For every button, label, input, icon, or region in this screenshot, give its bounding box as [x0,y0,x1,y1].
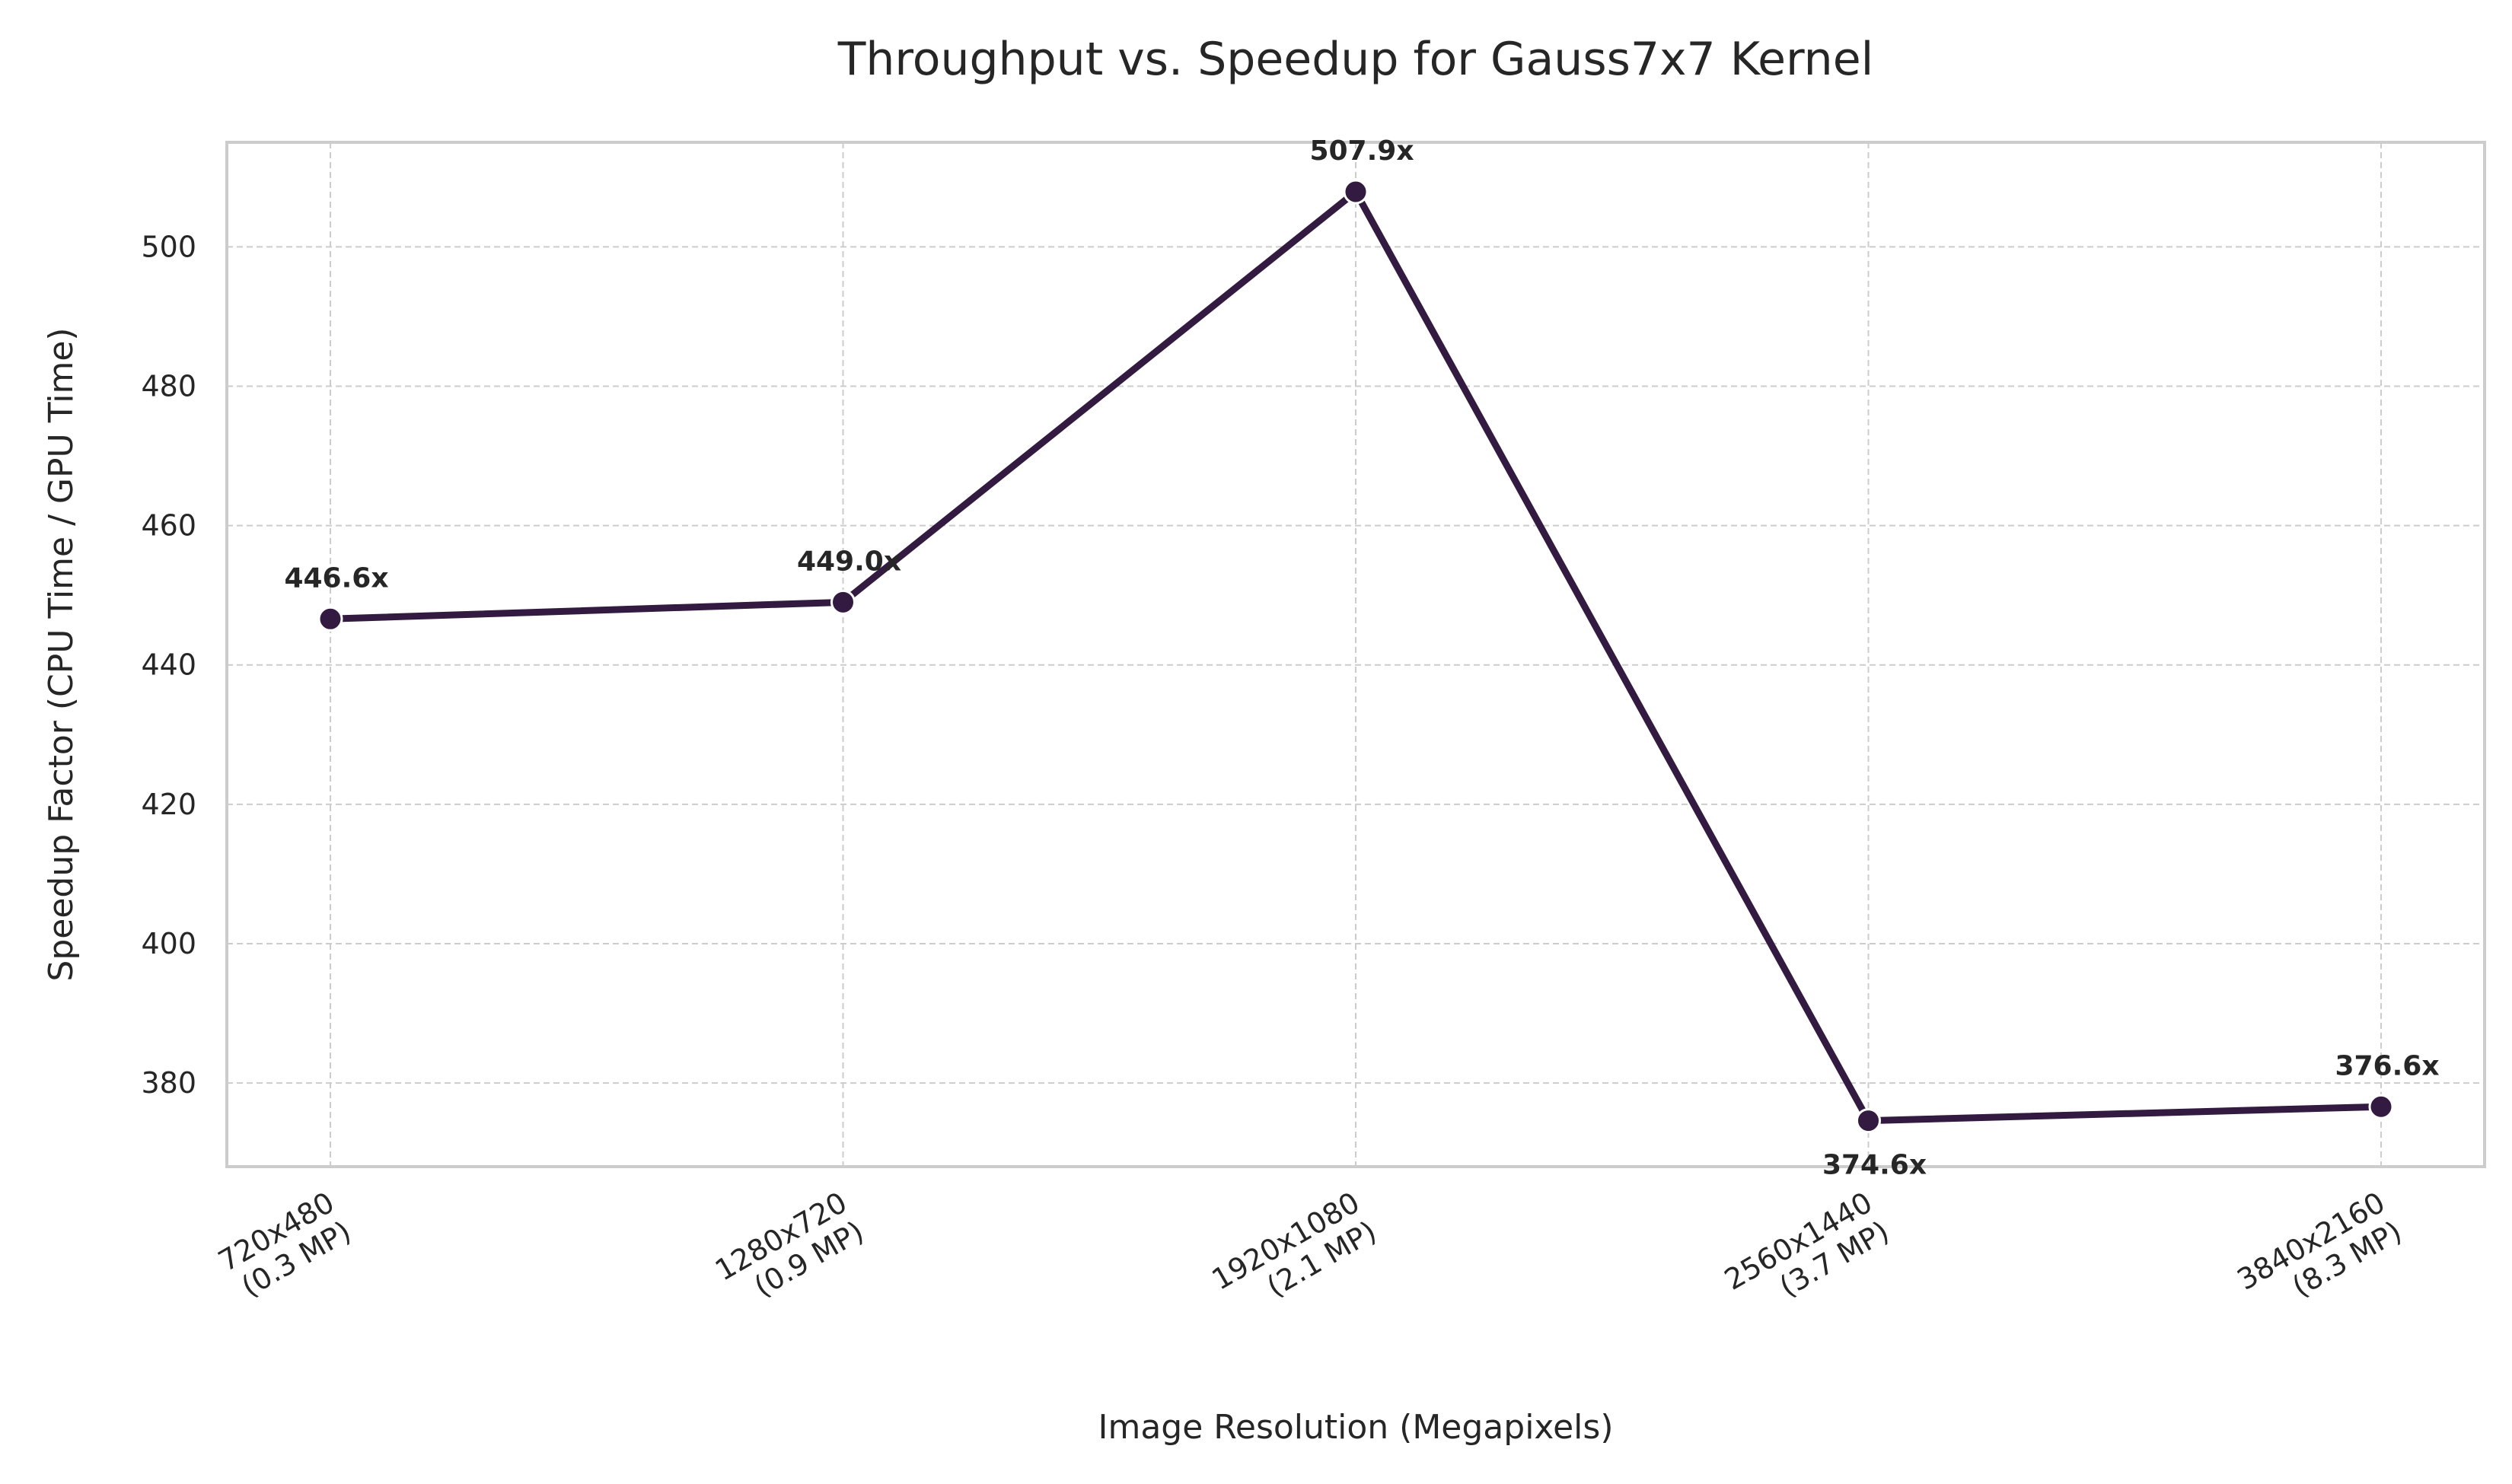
data-label: 374.6x [1822,1150,1927,1181]
x-tick-label: 1920x1080(2.1 MP) [1207,1186,1382,1304]
chart-title: Throughput vs. Speedup for Gauss7x7 Kern… [837,33,1874,86]
y-tick-label: 420 [141,788,196,821]
data-point [1856,1108,1881,1134]
y-tick-label: 380 [141,1066,196,1100]
data-points [317,179,2394,1134]
y-tick-label: 460 [141,509,196,543]
x-tick-label: 720x480(0.3 MP) [212,1186,356,1304]
y-tick-label: 480 [141,369,196,403]
x-tick-label: 1280x720(0.9 MP) [709,1186,869,1304]
data-labels: 446.6x 449.0x 507.9x 374.6x 376.6x [284,135,2439,1181]
y-tick-label: 440 [141,648,196,682]
data-label: 376.6x [2335,1050,2439,1081]
data-label: 449.0x [797,546,901,577]
y-axis-label: Speedup Factor (CPU Time / GPU Time) [42,327,81,981]
x-axis-label: Image Resolution (Megapixels) [1098,1408,1614,1447]
data-point [1343,179,1369,205]
plot-frame [225,141,2486,1168]
data-point [317,606,343,632]
data-point [2368,1094,2394,1119]
x-tick-label: 2560x1440(3.7 MP) [1719,1186,1895,1304]
data-point [830,589,856,615]
data-label: 507.9x [1309,135,1414,167]
y-tick-label: 400 [141,927,196,960]
data-label: 446.6x [284,562,388,594]
y-tick-label: 500 [141,230,196,263]
x-tick-labels: 720x480(0.3 MP) 1280x720(0.9 MP) 1920x1080… [212,1186,2408,1304]
y-tick-labels: 380 400 420 440 460 480 500 [141,230,196,1100]
x-tick-label: 3840x2160(8.3 MP) [2232,1186,2408,1304]
grid [227,142,2485,1167]
